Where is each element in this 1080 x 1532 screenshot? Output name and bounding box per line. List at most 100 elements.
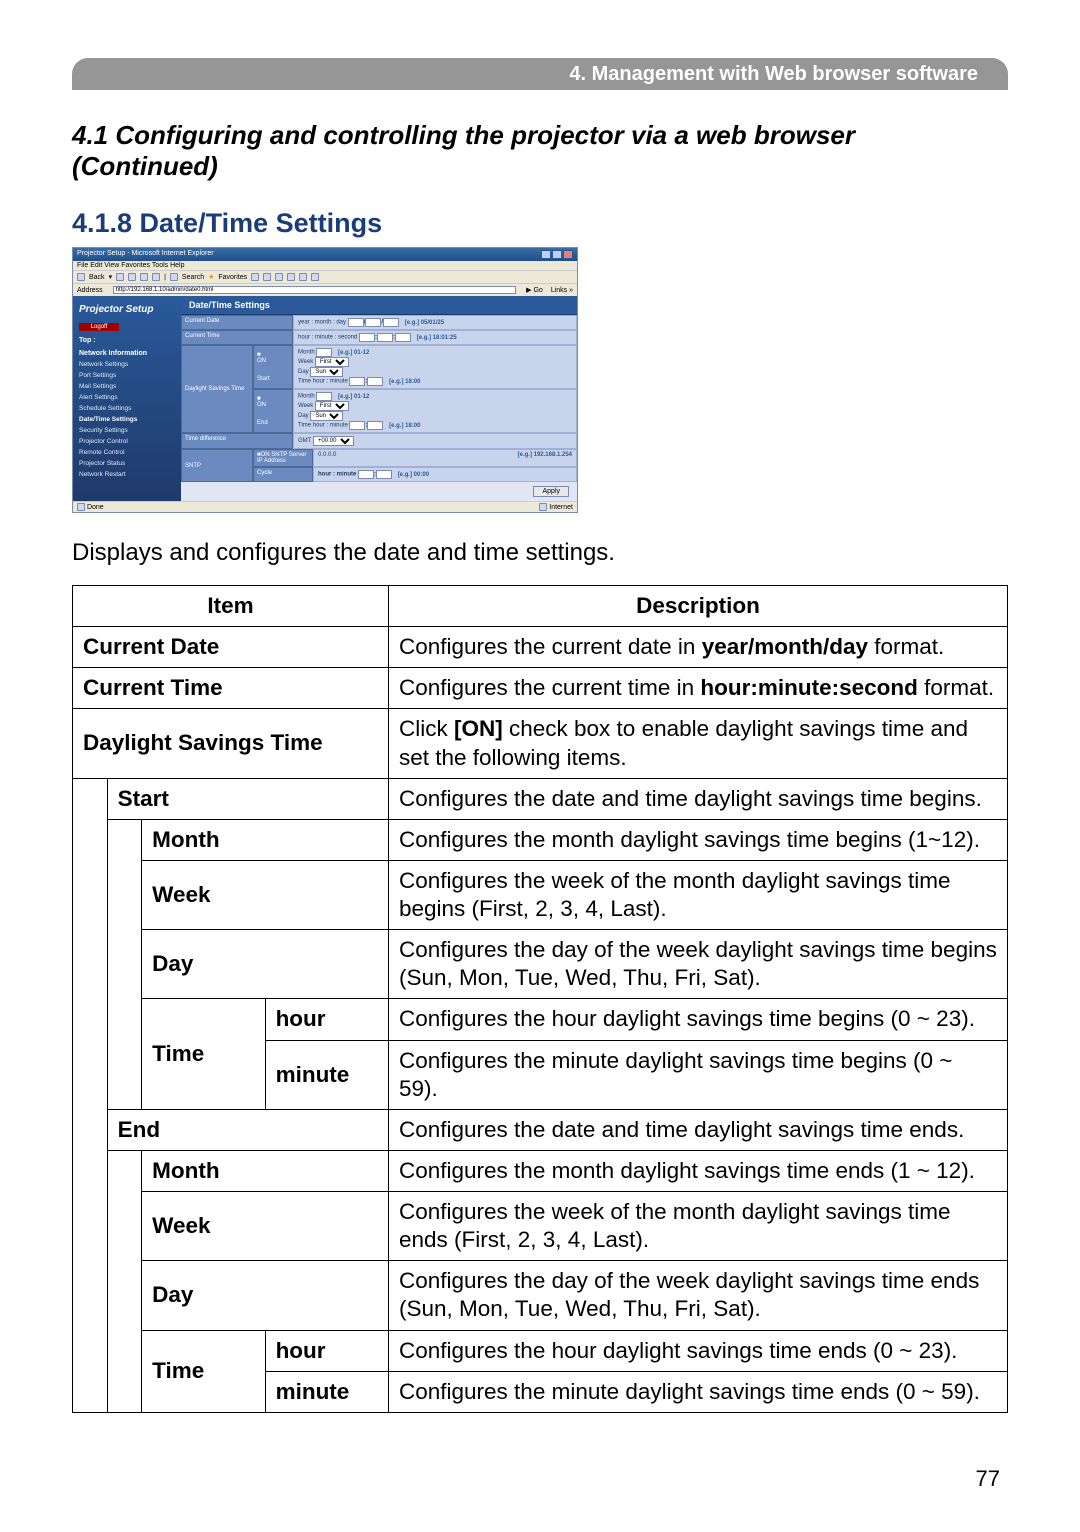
ss-title-bar: Projector Setup - Microsoft Internet Exp… xyxy=(73,248,577,261)
label-current-date: Current Date xyxy=(181,315,293,330)
th-desc: Description xyxy=(389,586,1008,627)
ss-window-title: Projector Setup - Microsoft Internet Exp… xyxy=(77,250,214,259)
label-dst-start: ■ONStart xyxy=(253,345,293,389)
field-current-date[interactable]: year : month : day // [e.g.] 05/01/25 xyxy=(293,315,577,330)
search-icon[interactable] xyxy=(170,273,178,281)
label-time-diff: Time difference xyxy=(181,433,293,449)
sidebar-item-security-settings[interactable]: Security Settings xyxy=(79,427,175,434)
home-icon[interactable] xyxy=(152,273,160,281)
history-icon[interactable] xyxy=(251,273,259,281)
page-number: 77 xyxy=(976,1466,1000,1492)
sidebar-item-datetime-settings[interactable]: Date/Time Settings xyxy=(79,416,175,423)
close-icon[interactable] xyxy=(563,250,573,259)
ss-internet: Internet xyxy=(539,503,573,511)
ss-window-buttons xyxy=(541,250,573,259)
label-cycle: Cycle xyxy=(253,467,313,482)
subsection-title: 4.1.8 Date/Time Settings xyxy=(72,208,1008,239)
edit-icon[interactable] xyxy=(287,273,295,281)
item-end-minute: minute xyxy=(265,1371,388,1412)
maximize-icon[interactable] xyxy=(552,250,562,259)
field-dst-start[interactable]: Month [e.g.] 01-12 Week First Day Sun Ti… xyxy=(293,345,577,389)
mail-icon[interactable] xyxy=(263,273,271,281)
label-dst-end: ■ONEnd xyxy=(253,389,293,433)
table-row: Current Date Configures the current date… xyxy=(73,627,1008,668)
ss-apply-area: Apply xyxy=(181,482,577,501)
table-row: Start Configures the date and time dayli… xyxy=(73,778,1008,819)
ss-search[interactable]: Search xyxy=(182,274,204,281)
table-row: Time hour Configures the hour daylight s… xyxy=(73,1330,1008,1371)
ss-address-field[interactable]: http://192.168.1.10/admin/date0.html xyxy=(113,286,516,294)
table-row: Month Configures the month daylight savi… xyxy=(73,1150,1008,1191)
item-end-week: Week xyxy=(142,1192,389,1261)
table-row: Day Configures the day of the week dayli… xyxy=(73,930,1008,999)
refresh-icon[interactable] xyxy=(140,273,148,281)
back-icon[interactable] xyxy=(77,273,85,281)
item-end-hour: hour xyxy=(265,1330,388,1371)
item-end-time: Time xyxy=(142,1330,265,1412)
indent-cell xyxy=(73,778,108,1412)
ss-status-bar: Done Internet xyxy=(73,501,577,512)
ss-toolbar: Back ▾ | Search ★ Favorites xyxy=(73,270,577,283)
ss-top: Top : xyxy=(79,337,175,344)
intro-text: Displays and configures the date and tim… xyxy=(72,539,1008,567)
item-end: End xyxy=(107,1109,388,1150)
sidebar-item-projector-control[interactable]: Projector Control xyxy=(79,438,175,445)
messenger-icon[interactable] xyxy=(311,273,319,281)
apply-button[interactable]: Apply xyxy=(533,486,569,497)
ss-back[interactable]: Back xyxy=(89,274,105,281)
logoff-button[interactable]: Logoff xyxy=(79,323,119,331)
ss-address-bar: Address http://192.168.1.10/admin/date0.… xyxy=(73,283,577,296)
table-row: Day Configures the day of the week dayli… xyxy=(73,1261,1008,1330)
chapter-header: 4. Management with Web browser software xyxy=(72,58,1008,90)
ss-net-info[interactable]: Network Information xyxy=(79,350,175,357)
label-dst: Daylight Savings Time xyxy=(181,345,253,433)
sidebar-item-schedule-settings[interactable]: Schedule Settings xyxy=(79,405,175,412)
indent-cell xyxy=(107,1150,142,1412)
table-row: Week Configures the week of the month da… xyxy=(73,860,1008,929)
sidebar-item-network-restart[interactable]: Network Restart xyxy=(79,471,175,478)
table-row: End Configures the date and time dayligh… xyxy=(73,1109,1008,1150)
desc-end-day: Configures the day of the week daylight … xyxy=(389,1261,1008,1330)
item-start: Start xyxy=(107,778,388,819)
desc-current-date: Configures the current date in year/mont… xyxy=(389,627,1008,668)
print-icon[interactable] xyxy=(275,273,283,281)
th-item: Item xyxy=(73,586,389,627)
sidebar-item-mail-settings[interactable]: Mail Settings xyxy=(79,383,175,390)
item-start-hour: hour xyxy=(265,999,388,1040)
sidebar-item-projector-status[interactable]: Projector Status xyxy=(79,460,175,467)
table-row: Current Time Configures the current time… xyxy=(73,668,1008,709)
item-start-time: Time xyxy=(142,999,265,1109)
item-current-time: Current Time xyxy=(73,668,389,709)
internet-icon xyxy=(539,503,547,511)
item-start-week: Week xyxy=(142,860,389,929)
desc-start-day: Configures the day of the week daylight … xyxy=(389,930,1008,999)
table-row: Week Configures the week of the month da… xyxy=(73,1192,1008,1261)
stop-icon[interactable] xyxy=(128,273,136,281)
field-sntp-addr[interactable]: 0.0.0.0 [e.g.] 192.168.1.254 xyxy=(313,449,577,467)
desc-end-week: Configures the week of the month dayligh… xyxy=(389,1192,1008,1261)
minimize-icon[interactable] xyxy=(541,250,551,259)
ss-menu[interactable]: File Edit View Favorites Tools Help xyxy=(73,261,577,270)
sidebar-item-alert-settings[interactable]: Alert Settings xyxy=(79,394,175,401)
ss-links[interactable]: Links » xyxy=(551,287,573,294)
forward-icon[interactable] xyxy=(116,273,124,281)
desc-start-hour: Configures the hour daylight savings tim… xyxy=(389,999,1008,1040)
field-current-time[interactable]: hour : minute : second :: [e.g.] 18:01:2… xyxy=(293,330,577,345)
desc-dst: Click [ON] check box to enable daylight … xyxy=(389,709,1008,778)
desc-end-hour: Configures the hour daylight savings tim… xyxy=(389,1330,1008,1371)
sidebar-item-port-settings[interactable]: Port Settings xyxy=(79,372,175,379)
desc-start-month: Configures the month daylight savings ti… xyxy=(389,819,1008,860)
ss-go[interactable]: ▶ Go xyxy=(526,286,543,294)
ss-panel-title: Date/Time Settings xyxy=(181,296,577,315)
field-time-diff[interactable]: GMT +00:00 xyxy=(293,433,577,449)
ss-main: Date/Time Settings Current Date year : m… xyxy=(181,296,577,501)
ss-fav[interactable]: Favorites xyxy=(218,274,247,281)
sidebar-item-network-settings[interactable]: Network Settings xyxy=(79,361,175,368)
field-cycle[interactable]: hour : minute : [e.g.] 00:00 xyxy=(313,467,577,482)
discuss-icon[interactable] xyxy=(299,273,307,281)
item-dst: Daylight Savings Time xyxy=(73,709,389,778)
ss-address-label: Address xyxy=(77,287,103,294)
field-dst-end[interactable]: Month [e.g.] 01-12 Week First Day Sun Ti… xyxy=(293,389,577,433)
desc-start-week: Configures the week of the month dayligh… xyxy=(389,860,1008,929)
sidebar-item-remote-control[interactable]: Remote Control xyxy=(79,449,175,456)
